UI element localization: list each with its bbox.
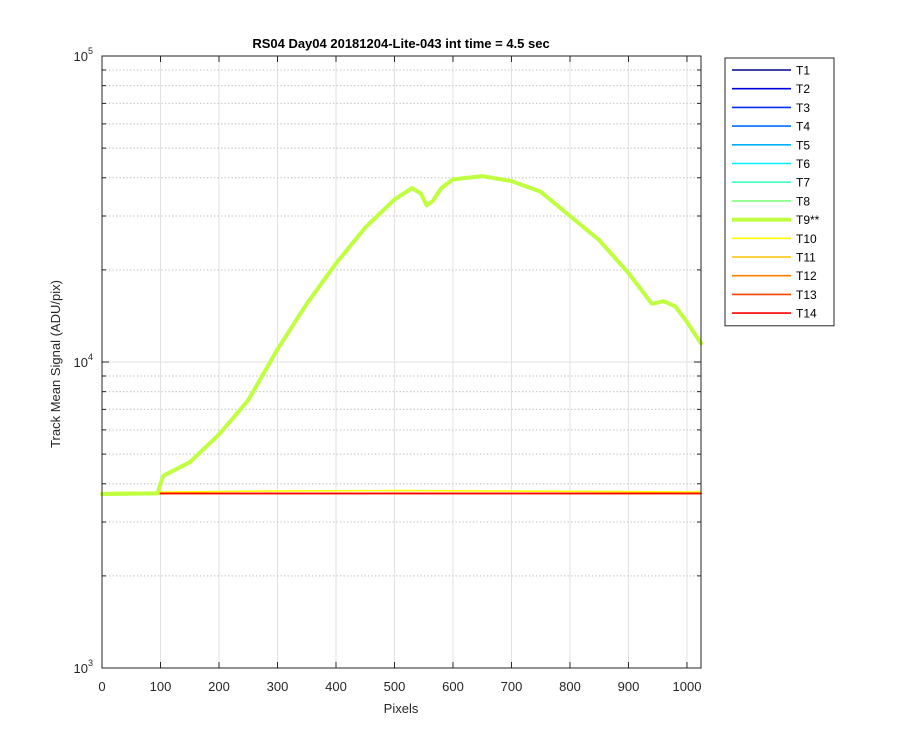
legend-item[interactable]: T7: [732, 176, 810, 190]
x-tick-label: 400: [325, 679, 347, 694]
legend-item[interactable]: T12: [732, 269, 817, 283]
legend-box: [724, 57, 835, 327]
series-line-T10: [101, 489, 702, 494]
legend-label: T14: [796, 307, 817, 321]
legend-item[interactable]: T11: [732, 251, 816, 265]
y-tick-label: 103: [74, 658, 93, 676]
x-tick-label: 700: [501, 679, 523, 694]
x-tick-label: 100: [150, 679, 172, 694]
legend-label: T4: [796, 120, 810, 134]
y-axis-label: Track Mean Signal (ADU/pix): [48, 280, 63, 448]
legend-item[interactable]: T3: [732, 101, 810, 115]
legend-item[interactable]: T5: [732, 138, 810, 152]
series-group: [100, 174, 703, 497]
legend-label: T8: [796, 194, 810, 208]
x-tick-label: 0: [98, 679, 105, 694]
legend-label: T1: [796, 64, 810, 78]
x-tick-label: 800: [559, 679, 581, 694]
legend-item[interactable]: T6: [732, 157, 810, 171]
legend-item[interactable]: T2: [732, 82, 810, 96]
legend-item[interactable]: T14: [732, 307, 817, 321]
legend-label: T3: [796, 101, 810, 115]
legend-item[interactable]: T8: [732, 194, 810, 208]
legend-label: T5: [796, 138, 810, 152]
legend-item[interactable]: T1: [732, 64, 810, 78]
legend-label: T10: [796, 232, 817, 246]
chart-title: RS04 Day04 20181204-Lite-043 int time = …: [252, 36, 549, 51]
series-line-T9: [100, 174, 703, 497]
x-tick-label: 500: [384, 679, 406, 694]
axes: 0 100 200 300 400 500 600 700 800 900 1000 103 104 10…: [74, 46, 702, 694]
x-tick-label: 1000: [673, 679, 702, 694]
legend-label: T2: [796, 82, 810, 96]
legend-item[interactable]: T13: [732, 288, 817, 302]
legend[interactable]: T1 T2 T3 T4 T5 T6 T7 T8 T9** T10 T11 T12 T13 T14: [724, 57, 835, 327]
legend-label: T6: [796, 157, 810, 171]
x-tick-label: 600: [442, 679, 464, 694]
legend-label: T7: [796, 176, 810, 190]
grid: [102, 56, 701, 668]
legend-label: T9**: [796, 213, 820, 227]
legend-item[interactable]: T4: [732, 120, 810, 134]
x-tick-label: 900: [618, 679, 640, 694]
legend-item[interactable]: T9**: [732, 213, 820, 227]
x-tick-label: 200: [208, 679, 230, 694]
legend-item[interactable]: T10: [732, 232, 817, 246]
plot-area: 0 100 200 300 400 500 600 700 800 900 1000 103 104 10…: [74, 46, 703, 694]
x-axis-label: Pixels: [384, 701, 419, 716]
legend-label: T12: [796, 269, 817, 283]
legend-label: T11: [796, 251, 816, 265]
legend-label: T13: [796, 288, 817, 302]
x-tick-label: 300: [267, 679, 289, 694]
y-tick-label: 105: [74, 46, 93, 64]
y-tick-label: 104: [74, 352, 93, 370]
